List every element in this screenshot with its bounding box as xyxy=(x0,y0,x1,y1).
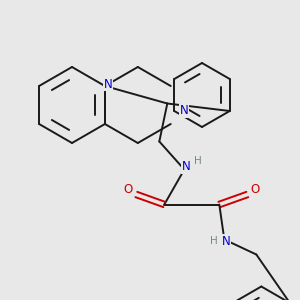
Text: N: N xyxy=(182,160,191,173)
Text: O: O xyxy=(251,183,260,196)
Text: N: N xyxy=(180,104,189,118)
Text: H: H xyxy=(194,157,202,166)
Text: O: O xyxy=(124,183,133,196)
Text: H: H xyxy=(210,236,218,247)
Text: N: N xyxy=(222,235,231,248)
Text: N: N xyxy=(103,77,112,91)
